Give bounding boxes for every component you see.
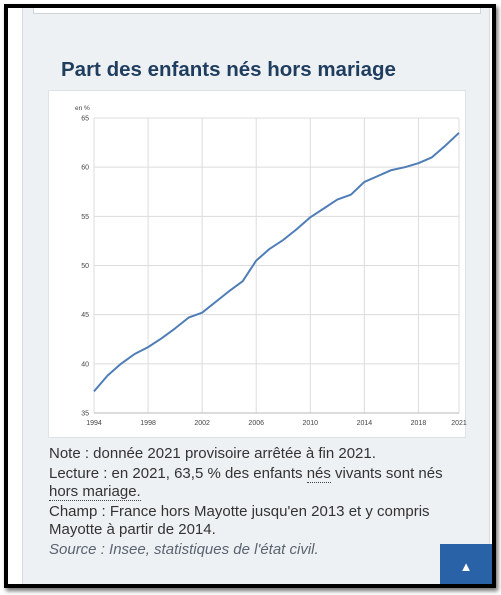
chart-container: 35 40 45 50 55 60 65 1994 1998 2002 2006 2010 2014 20… bbox=[48, 90, 467, 438]
glossary-link-nes[interactable]: nés bbox=[306, 464, 331, 483]
x-tick-label-2014: 2014 bbox=[357, 420, 373, 427]
x-tick-label-2010: 2010 bbox=[303, 420, 319, 427]
previous-section-edge bbox=[33, 8, 481, 14]
source-suffix: . bbox=[314, 540, 319, 558]
scroll-to-top-button[interactable]: ▲ bbox=[440, 544, 492, 584]
chart-notes: Note : donnée 2021 provisoire arrêtée à … bbox=[49, 445, 469, 560]
y-tick-label-35: 35 bbox=[81, 411, 89, 418]
x-tick-label-2018: 2018 bbox=[411, 420, 427, 427]
page-title: Part des enfants nés hors mariage bbox=[61, 58, 396, 81]
line-chart: 35 40 45 50 55 60 65 1994 1998 2002 2006 2010 2014 20… bbox=[75, 105, 467, 427]
champ-text: Champ : France hors Mayotte jusqu'en 201… bbox=[49, 502, 430, 539]
source-text: Source : Insee, statistiques de l'état c… bbox=[49, 541, 469, 560]
x-tick-label-2002: 2002 bbox=[194, 420, 210, 427]
x-tick-label-2021: 2021 bbox=[451, 420, 467, 427]
chevron-up-icon: ▲ bbox=[459, 558, 473, 574]
y-tick-label-45: 45 bbox=[81, 312, 89, 319]
y-tick-label-40: 40 bbox=[81, 361, 89, 368]
lecture-prefix: Lecture : en 2021, 63,5 % des enfants bbox=[49, 464, 307, 482]
note-text: Note : donnée 2021 provisoire arrêtée à … bbox=[49, 445, 376, 462]
x-tick-label-1998: 1998 bbox=[140, 420, 156, 427]
x-tick-label-2006: 2006 bbox=[248, 420, 264, 427]
y-tick-label-65: 65 bbox=[81, 116, 89, 123]
glossary-link-hors-mariage[interactable]: hors mariage. bbox=[49, 483, 141, 501]
screenshot-frame: Part des enfants nés hors mariage 35 40 45… bbox=[4, 4, 496, 588]
lecture-text: Lecture : en 2021, 63,5 % des enfants né… bbox=[49, 464, 469, 502]
series-line-0 bbox=[93, 132, 460, 393]
y-tick-label-55: 55 bbox=[81, 214, 89, 221]
content-panel: Part des enfants nés hors mariage 35 40 45… bbox=[22, 8, 490, 584]
y-tick-label-50: 50 bbox=[81, 263, 89, 270]
lecture-mid: vivants sont nés bbox=[330, 464, 443, 482]
source-prefix: Source : Insee, statistiques de bbox=[49, 540, 255, 558]
x-tick-label-1994: 1994 bbox=[86, 420, 102, 427]
y-axis-unit-label: en % bbox=[75, 105, 90, 112]
source-link-etat-civil[interactable]: l'état civil bbox=[254, 540, 315, 558]
y-tick-label-60: 60 bbox=[81, 165, 89, 172]
